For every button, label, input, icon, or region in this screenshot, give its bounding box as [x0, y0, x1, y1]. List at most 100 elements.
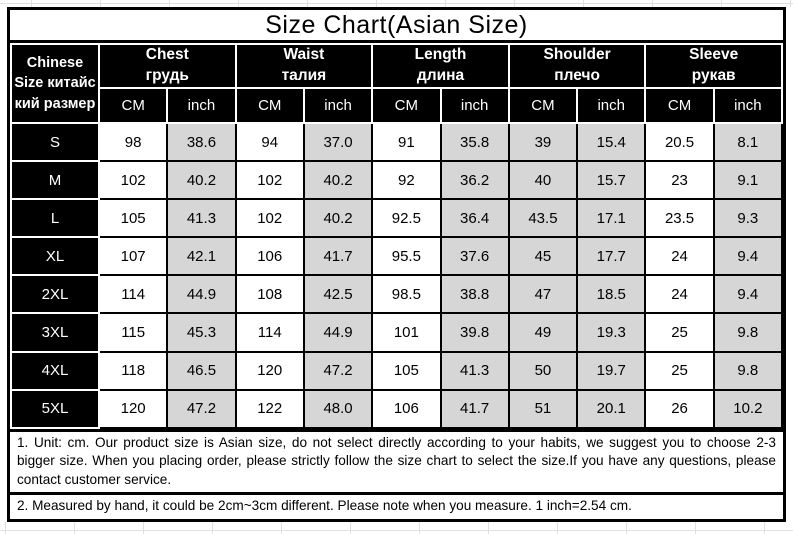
- size-value-cell: 102: [236, 200, 305, 239]
- size-value-cell: 44.9: [304, 314, 374, 353]
- size-value-cell: 25: [646, 314, 715, 353]
- size-row-label: 2XL: [10, 276, 100, 315]
- size-value-cell: 42.1: [168, 238, 237, 277]
- size-value-cell: 9.8: [714, 314, 783, 353]
- size-value-cell: 120: [100, 390, 169, 429]
- size-value-cell: 26: [646, 390, 715, 429]
- size-value-cell: 9.3: [714, 200, 783, 239]
- size-value-cell: 44.9: [168, 276, 237, 315]
- size-value-cell: 47.2: [304, 352, 374, 391]
- column-group-waist: Waist талия: [236, 43, 374, 89]
- size-value-cell: 41.7: [441, 390, 510, 429]
- group-label-en: Waist: [283, 46, 325, 64]
- group-label-en: Shoulder: [543, 46, 611, 64]
- size-value-cell: 92.5: [373, 200, 442, 239]
- size-value-cell: 98.5: [373, 276, 442, 315]
- corner-header-line: Chinese: [26, 55, 84, 72]
- size-row-label: 3XL: [10, 314, 100, 353]
- column-group-sleeve: Sleeve рукав: [646, 43, 783, 89]
- unit-header-cm: CM: [373, 89, 442, 124]
- size-value-cell: 114: [236, 314, 305, 353]
- size-value-cell: 20.1: [578, 390, 647, 429]
- unit-header-inch: inch: [304, 89, 374, 124]
- size-value-cell: 20.5: [646, 124, 715, 163]
- size-value-cell: 38.6: [168, 124, 237, 163]
- size-value-cell: 38.8: [441, 276, 510, 315]
- size-value-cell: 48.0: [304, 390, 374, 429]
- size-row-label: L: [10, 200, 100, 239]
- size-value-cell: 41.3: [441, 352, 510, 391]
- corner-header-line: Size китайс: [14, 75, 96, 92]
- size-value-cell: 50: [509, 352, 579, 391]
- size-value-cell: 9.4: [714, 238, 783, 277]
- size-value-cell: 40.2: [168, 162, 237, 201]
- size-value-cell: 114: [100, 276, 169, 315]
- size-value-cell: 105: [373, 352, 442, 391]
- size-value-cell: 39.8: [441, 314, 510, 353]
- size-value-cell: 106: [236, 238, 305, 277]
- size-row-label: 5XL: [10, 390, 100, 429]
- group-label-ru: рукав: [691, 67, 736, 84]
- group-label-ru: плечо: [554, 67, 600, 84]
- unit-header-inch: inch: [714, 89, 783, 124]
- size-value-cell: 19.3: [578, 314, 647, 353]
- note-measure-info: 2. Measured by hand, it could be 2cm~3cm…: [10, 492, 783, 519]
- size-value-cell: 106: [373, 390, 442, 429]
- size-value-cell: 95.5: [373, 238, 442, 277]
- size-value-cell: 51: [509, 390, 579, 429]
- corner-header-line: кий размер: [14, 95, 96, 112]
- size-value-cell: 122: [236, 390, 305, 429]
- size-value-cell: 49: [509, 314, 579, 353]
- size-value-cell: 43.5: [509, 200, 579, 239]
- unit-header-inch: inch: [578, 89, 647, 124]
- group-label-ru: грудь: [145, 67, 189, 84]
- size-value-cell: 47.2: [168, 390, 237, 429]
- size-value-cell: 40: [509, 162, 579, 201]
- unit-header-inch: inch: [168, 89, 237, 124]
- size-value-cell: 8.1: [714, 124, 783, 163]
- size-value-cell: 91: [373, 124, 442, 163]
- size-value-cell: 45.3: [168, 314, 237, 353]
- unit-header-cm: CM: [646, 89, 715, 124]
- column-group-length: Length длина: [373, 43, 510, 89]
- group-label-en: Sleeve: [689, 46, 739, 64]
- corner-header: Chinese Size китайс кий размер: [10, 43, 100, 124]
- size-value-cell: 36.4: [441, 200, 510, 239]
- unit-header-cm: CM: [236, 89, 305, 124]
- size-value-cell: 41.3: [168, 200, 237, 239]
- size-value-cell: 118: [100, 352, 169, 391]
- size-value-cell: 17.7: [578, 238, 647, 277]
- gridline-strip-bottom: [0, 521, 793, 534]
- size-value-cell: 40.2: [304, 162, 374, 201]
- size-value-cell: 35.8: [441, 124, 510, 163]
- size-value-cell: 15.7: [578, 162, 647, 201]
- size-value-cell: 46.5: [168, 352, 237, 391]
- size-row-label: XL: [10, 238, 100, 277]
- size-value-cell: 17.1: [578, 200, 647, 239]
- size-value-cell: 40.2: [304, 200, 374, 239]
- size-value-cell: 42.5: [304, 276, 374, 315]
- group-label-ru: длина: [416, 67, 465, 84]
- page-title: Size Chart(Asian Size): [10, 10, 783, 43]
- unit-header-cm: CM: [100, 89, 169, 124]
- size-value-cell: 36.2: [441, 162, 510, 201]
- size-value-cell: 23: [646, 162, 715, 201]
- note-unit-info: 1. Unit: cm. Our product size is Asian s…: [10, 428, 783, 493]
- size-value-cell: 37.6: [441, 238, 510, 277]
- size-value-cell: 37.0: [304, 124, 374, 163]
- size-value-cell: 9.8: [714, 352, 783, 391]
- group-label-en: Length: [414, 46, 467, 64]
- size-row-label: 4XL: [10, 352, 100, 391]
- column-group-chest: Chest грудь: [100, 43, 237, 89]
- size-value-cell: 107: [100, 238, 169, 277]
- size-chart-table: Size Chart(Asian Size) Chinese Size кита…: [7, 7, 786, 522]
- size-value-cell: 23.5: [646, 200, 715, 239]
- size-value-cell: 25: [646, 352, 715, 391]
- column-group-shoulder: Shoulder плечо: [509, 43, 647, 89]
- size-value-cell: 98: [100, 124, 169, 163]
- size-value-cell: 24: [646, 276, 715, 315]
- size-value-cell: 101: [373, 314, 442, 353]
- size-value-cell: 108: [236, 276, 305, 315]
- size-value-cell: 47: [509, 276, 579, 315]
